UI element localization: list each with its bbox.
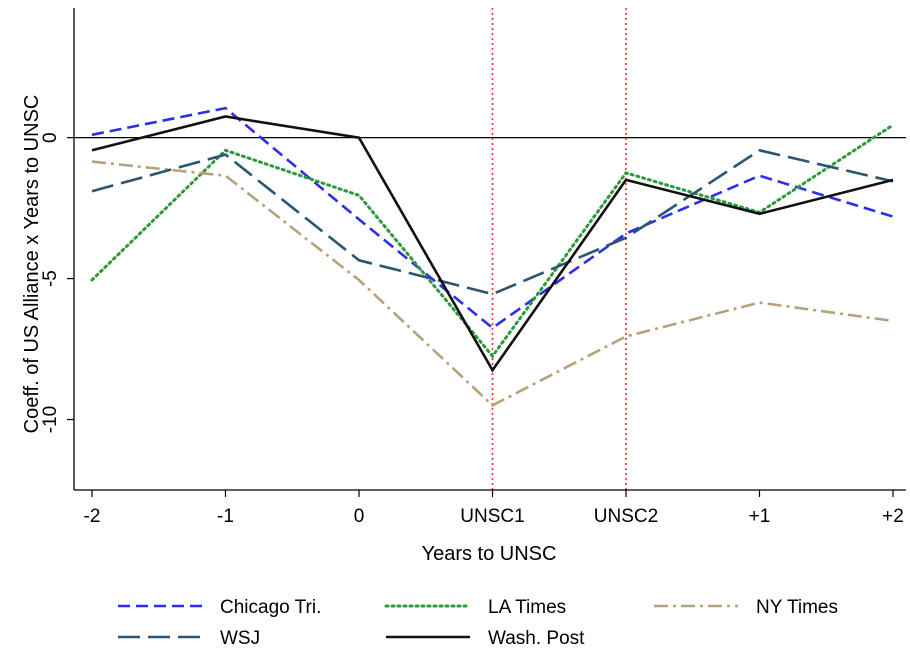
y-axis-title: Coeff. of US Alliance x Years to UNSC <box>21 95 43 434</box>
x-tick-label: +2 <box>882 506 904 527</box>
x-tick-label: 0 <box>354 506 365 527</box>
y-tick-label: 0 <box>40 132 61 143</box>
legend-label: WSJ <box>220 628 260 649</box>
legend: Chicago Tri. LA Times NY Times WSJ Wash. Pos… <box>118 597 838 649</box>
y-tick-label: -5 <box>40 270 61 287</box>
x-axis-title: Years to UNSC <box>422 543 557 565</box>
x-tick-label: -2 <box>84 506 101 527</box>
axes: 0-5-10-2 -1 0 UNSC1 UNSC2 +1 +2 <box>40 8 906 527</box>
y-tick-label: -10 <box>40 406 61 433</box>
series-line <box>90 123 895 359</box>
x-tick-label: -1 <box>217 506 234 527</box>
x-tick-label: +1 <box>749 506 771 527</box>
series-line <box>91 148 894 296</box>
series-line <box>91 115 894 373</box>
legend-label: NY Times <box>756 597 838 618</box>
legend-label: Wash. Post <box>488 628 585 649</box>
series-line <box>91 106 894 330</box>
legend-label: Chicago Tri. <box>220 597 321 618</box>
x-tick-label: UNSC2 <box>594 506 658 527</box>
x-tick-label: UNSC1 <box>460 506 524 527</box>
legend-label: LA Times <box>488 597 566 618</box>
series-line <box>91 160 894 407</box>
plot-area <box>74 8 906 490</box>
